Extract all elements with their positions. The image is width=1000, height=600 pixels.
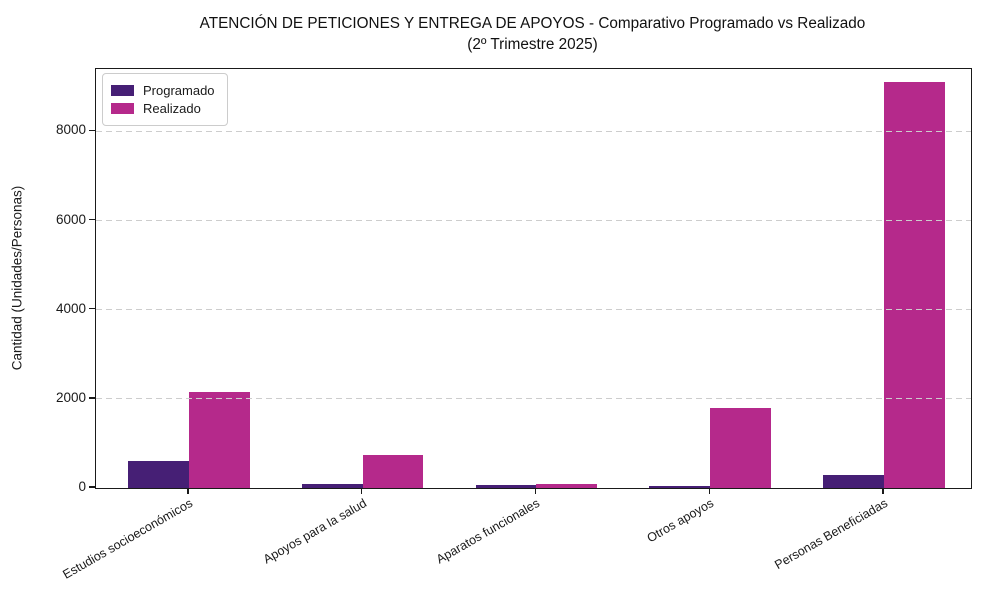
y-tick-mark-2000 [89,397,95,399]
legend: Programado Realizado [102,73,228,126]
y-tick-label-6000: 6000 [55,211,86,227]
programado-bar [127,461,189,488]
legend-row-realizado: Realizado [111,101,215,116]
y-tick-mark-0 [89,486,95,488]
plot-area: Programado Realizado [95,68,972,489]
chart-title-line1: ATENCIÓN DE PETICIONES Y ENTREGA DE APOY… [199,15,866,32]
y-tick-mark-4000 [89,308,95,310]
chart-title-line2: (2º Trimestre 2025) [467,36,598,53]
y-tick-label-2000: 2000 [55,389,86,405]
x-tick-mark-4 [882,488,884,494]
legend-swatch-programado [111,85,134,96]
x-tick-mark-0 [187,488,189,494]
y-tick-mark-8000 [89,129,95,132]
x-tick-mark-3 [708,488,710,494]
y-tick-mark-6000 [89,218,95,221]
legend-label-realizado: Realizado [143,101,201,116]
x-tick-label-1: Apoyos para la salud [260,496,369,567]
x-tick-label-2: Aparatos funcionales [434,496,543,567]
y-tick-label-0: 0 [78,479,86,494]
y-tick-label-8000: 8000 [55,122,86,138]
programado-bar [823,474,885,488]
y-tick-label-4000: 4000 [55,300,86,316]
legend-label-programado: Programado [143,83,215,98]
x-tick-label-0: Estudios socioeconómicos [60,496,195,582]
legend-row-programado: Programado [111,83,215,98]
chart-title: ATENCIÓN DE PETICIONES Y ENTREGA DE APOY… [95,13,970,55]
realizado-bar [710,407,772,488]
programado-bar [475,485,537,488]
realizado-bar [536,484,598,488]
x-tick-label-3: Otros apoyos [644,496,717,546]
x-tick-mark-1 [361,488,363,494]
bars-layer [96,69,971,488]
x-tick-label-4: Personas Beneficiadas [772,496,891,573]
programado-bar [301,484,363,488]
realizado-bar [188,392,250,488]
x-tick-mark-2 [534,488,537,494]
realizado-bar [362,454,424,488]
realizado-bar [884,82,945,488]
programado-bar [649,486,711,488]
legend-swatch-realizado [111,103,134,114]
